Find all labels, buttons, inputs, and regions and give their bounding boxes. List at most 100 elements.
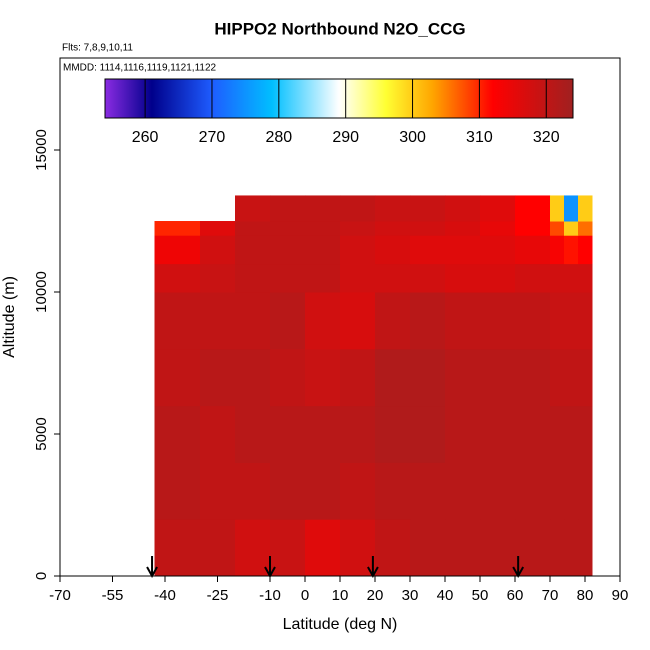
field-cell [270, 348, 306, 407]
field-cell [154, 462, 201, 520]
x-tick-label: 90 [612, 587, 629, 604]
colorbar [104, 78, 574, 119]
field-cell [200, 462, 236, 520]
field-cell [340, 221, 376, 236]
field-cell [375, 462, 411, 520]
field-cell [550, 221, 565, 236]
x-tick-label: -40 [154, 587, 176, 604]
field-cell [578, 221, 593, 236]
field-cell [564, 263, 579, 293]
field-cell [515, 462, 551, 520]
field-cell [154, 221, 201, 236]
field-cell [270, 263, 306, 293]
dates-note: MMDD: 1114,1116,1119,1121,1122 [63, 63, 217, 74]
field-cell [305, 519, 341, 577]
x-tick-label: -10 [259, 587, 281, 604]
field-cell [235, 195, 271, 222]
x-tick-label: 20 [367, 587, 384, 604]
x-tick-label: -70 [49, 587, 71, 604]
field-cell [578, 348, 593, 407]
field-cell [564, 195, 579, 222]
x-tick-label: 80 [577, 587, 594, 604]
field-cell [550, 348, 565, 407]
field-cell [445, 235, 481, 265]
field-cell [410, 405, 446, 463]
field-cell [235, 462, 271, 520]
field-cell [200, 348, 236, 407]
field-cell [410, 462, 446, 520]
field-cell [235, 263, 271, 293]
field-cell [445, 519, 481, 577]
field-cell [340, 462, 376, 520]
y-tick-label: 0 [33, 572, 50, 580]
field-cell [235, 348, 271, 407]
field-cell [445, 462, 481, 520]
field-cell [550, 263, 565, 293]
field-cell [375, 292, 411, 350]
field-cell [270, 519, 306, 577]
x-axis-title: Latitude (deg N) [283, 616, 398, 633]
field-cell [445, 195, 481, 222]
field-cell [305, 235, 341, 265]
field-cell [270, 195, 306, 222]
field-cell [235, 519, 271, 577]
field-cell [515, 263, 551, 293]
arrow [146, 556, 158, 579]
field-cell [480, 195, 516, 222]
field-cell [480, 519, 516, 577]
field-cell [578, 462, 593, 520]
field-cell [515, 221, 551, 236]
field-cell [235, 405, 271, 463]
colorbar-tick-label: 320 [533, 129, 560, 146]
field-cell [305, 405, 341, 463]
field-cell [375, 263, 411, 293]
field-cell [550, 462, 565, 520]
x-tick-label: 40 [437, 587, 454, 604]
flights-note: Flts: 7,8,9,10,11 [62, 43, 133, 54]
field-cell [410, 348, 446, 407]
field-cell [445, 292, 481, 350]
field-cell [515, 292, 551, 350]
field-cell [550, 405, 565, 463]
x-tick-label: 70 [542, 587, 559, 604]
field-cell [550, 292, 565, 350]
field-cell [578, 263, 593, 293]
field-cell [410, 221, 446, 236]
field-cell [305, 263, 341, 293]
x-tick-label: 50 [472, 587, 489, 604]
field-cell [410, 235, 446, 265]
field-cell [154, 292, 201, 350]
field-cell [154, 405, 201, 463]
field-cell [480, 405, 516, 463]
colorbar-tick-label: 310 [466, 129, 493, 146]
field-cell [578, 235, 593, 265]
field-cell [564, 462, 579, 520]
field-cell [445, 405, 481, 463]
field-cell [578, 519, 593, 577]
colorbar-tick-label: 260 [132, 129, 159, 146]
field-cell [445, 263, 481, 293]
field-cell [515, 405, 551, 463]
field-cell [154, 235, 201, 265]
field-cell [564, 221, 579, 236]
x-tick-label: 10 [332, 587, 349, 604]
y-tick-label: 10000 [33, 271, 50, 313]
field-cell [375, 221, 411, 236]
field-cell [200, 405, 236, 463]
chart-title: HIPPO2 Northbound N2O_CCG [214, 19, 465, 38]
field-cell [564, 235, 579, 265]
field-cell [270, 221, 306, 236]
field-cell [410, 195, 446, 222]
field-cell [200, 519, 236, 577]
field-cell [305, 195, 341, 222]
field-cell [564, 405, 579, 463]
field-cell [154, 519, 201, 577]
field-cell [564, 292, 579, 350]
field-cell [515, 348, 551, 407]
field-cell [340, 348, 376, 407]
field-cell [375, 235, 411, 265]
field-cell [375, 348, 411, 407]
field-cell [550, 519, 565, 577]
x-tick-label: -55 [102, 587, 124, 604]
